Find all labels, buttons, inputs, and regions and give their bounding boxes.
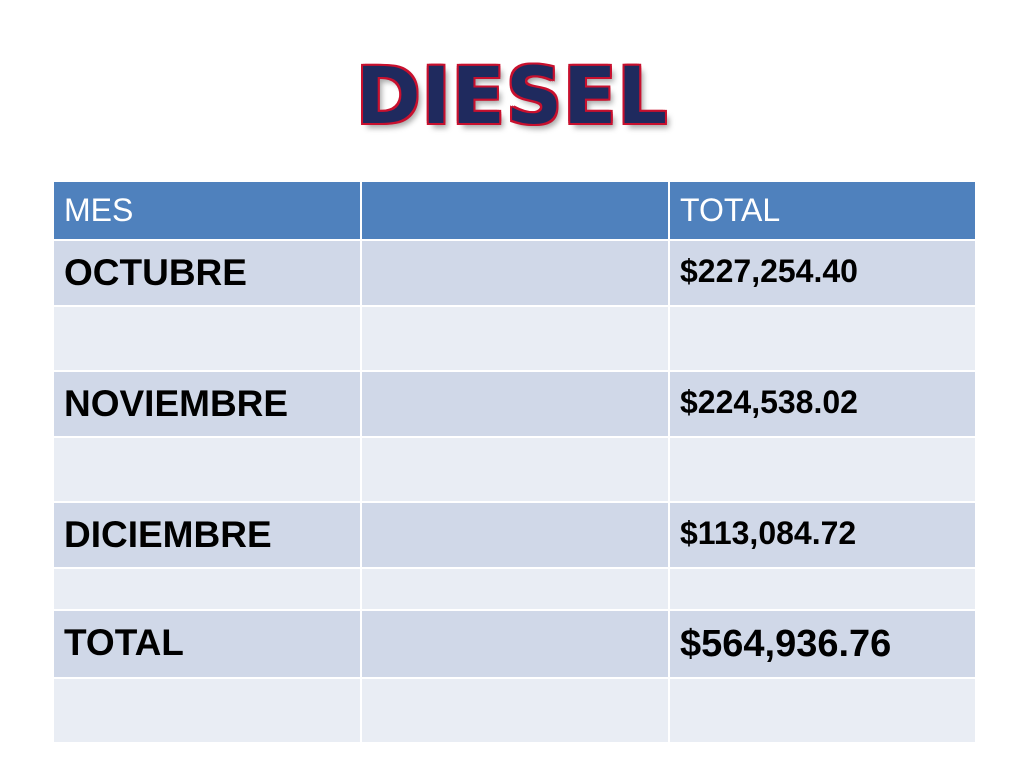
cell-mes: TOTAL [52,609,362,679]
cell-total [668,677,977,744]
table-row: OCTUBRE $227,254.40 [52,239,977,307]
diesel-table: MES TOTAL OCTUBRE $227,254.40 NOVIEMBRE … [52,180,977,744]
table-row-total: TOTAL $564,936.76 [52,609,977,679]
table-header-row: MES TOTAL [52,180,977,241]
cell-mes [52,677,362,744]
cell-mes [52,436,362,503]
table-row [52,567,977,611]
cell-total: $564,936.76 [668,609,977,679]
header-blank [360,180,670,241]
table-row [52,305,977,372]
cell-total: $224,538.02 [668,370,977,438]
cell-extra [360,567,670,611]
page-title: DIESEL [355,52,669,142]
cell-total [668,436,977,503]
cell-total [668,305,977,372]
cell-mes [52,567,362,611]
table-row: NOVIEMBRE $224,538.02 [52,370,977,438]
cell-extra [360,436,670,503]
cell-extra [360,305,670,372]
cell-total [668,567,977,611]
header-mes: MES [52,180,362,241]
cell-mes: DICIEMBRE [52,501,362,569]
cell-mes: NOVIEMBRE [52,370,362,438]
table-row [52,436,977,503]
cell-extra [360,677,670,744]
table-row: DICIEMBRE $113,084.72 [52,501,977,569]
cell-extra [360,609,670,679]
header-total: TOTAL [668,180,977,241]
cell-extra [360,370,670,438]
cell-total: $113,084.72 [668,501,977,569]
cell-total: $227,254.40 [668,239,977,307]
cell-mes [52,305,362,372]
cell-extra [360,239,670,307]
cell-extra [360,501,670,569]
table-row [52,677,977,744]
cell-mes: OCTUBRE [52,239,362,307]
